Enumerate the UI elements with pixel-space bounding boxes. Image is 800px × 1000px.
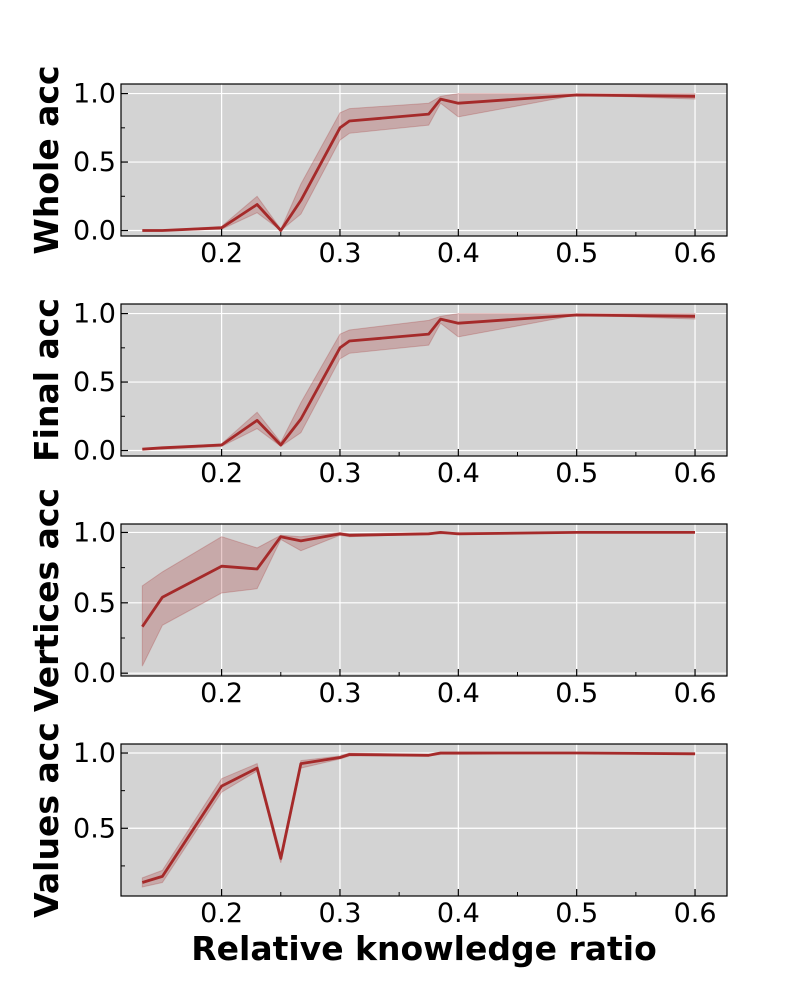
x-tick-label: 0.4 xyxy=(437,678,480,709)
series-line xyxy=(142,93,696,232)
x-tick-label: 0.2 xyxy=(200,238,243,269)
x-tick-label: 0.2 xyxy=(200,678,243,709)
x-tick-label: 0.5 xyxy=(555,458,598,489)
y-tick-label: 0.5 xyxy=(73,813,116,844)
x-tick-label: 0.5 xyxy=(555,898,598,929)
plot-background xyxy=(121,744,727,896)
x-tick-label: 0.6 xyxy=(674,458,717,489)
x-tick-label: 0.6 xyxy=(674,238,717,269)
series-line xyxy=(142,313,696,451)
y-tick-label: 0.0 xyxy=(73,216,116,247)
x-tick-label: 0.4 xyxy=(437,458,480,489)
series-line xyxy=(141,531,695,628)
x-tick-label: 0.6 xyxy=(674,898,717,929)
x-tick-label: 0.3 xyxy=(318,898,361,929)
y-tick-label: 1.0 xyxy=(73,738,116,769)
plot-frame xyxy=(120,523,728,677)
series-line xyxy=(141,751,696,884)
plot-frame xyxy=(120,83,728,237)
y-axis-title: Vertices acc xyxy=(27,488,66,712)
x-tick-label: 0.5 xyxy=(555,238,598,269)
plot-frame xyxy=(120,303,728,457)
x-tick-label: 0.3 xyxy=(318,458,361,489)
y-tick-label: 0.5 xyxy=(73,588,116,619)
y-tick-label: 1.0 xyxy=(73,79,116,110)
x-tick-label: 0.6 xyxy=(674,678,717,709)
plot-frame xyxy=(120,743,728,897)
x-tick-label: 0.3 xyxy=(318,678,361,709)
y-tick-label: 0.0 xyxy=(73,436,116,467)
x-tick-label: 0.4 xyxy=(437,898,480,929)
y-tick-label: 0.0 xyxy=(73,658,116,689)
confidence-band xyxy=(142,313,696,450)
x-tick-label: 0.4 xyxy=(437,238,480,269)
x-tick-label: 0.3 xyxy=(318,238,361,269)
y-tick-label: 0.5 xyxy=(73,367,116,398)
x-tick-label: 0.2 xyxy=(200,898,243,929)
x-tick-label: 0.5 xyxy=(555,678,598,709)
y-axis-title: Values acc xyxy=(27,722,66,918)
y-axis-title: Whole acc xyxy=(27,65,66,254)
y-axis-title: Final acc xyxy=(27,298,66,462)
x-axis-title: Relative knowledge ratio xyxy=(191,929,657,968)
x-tick-label: 0.2 xyxy=(200,458,243,489)
y-tick-label: 0.5 xyxy=(73,147,116,178)
y-tick-label: 1.0 xyxy=(73,299,116,330)
y-tick-label: 1.0 xyxy=(73,517,116,548)
